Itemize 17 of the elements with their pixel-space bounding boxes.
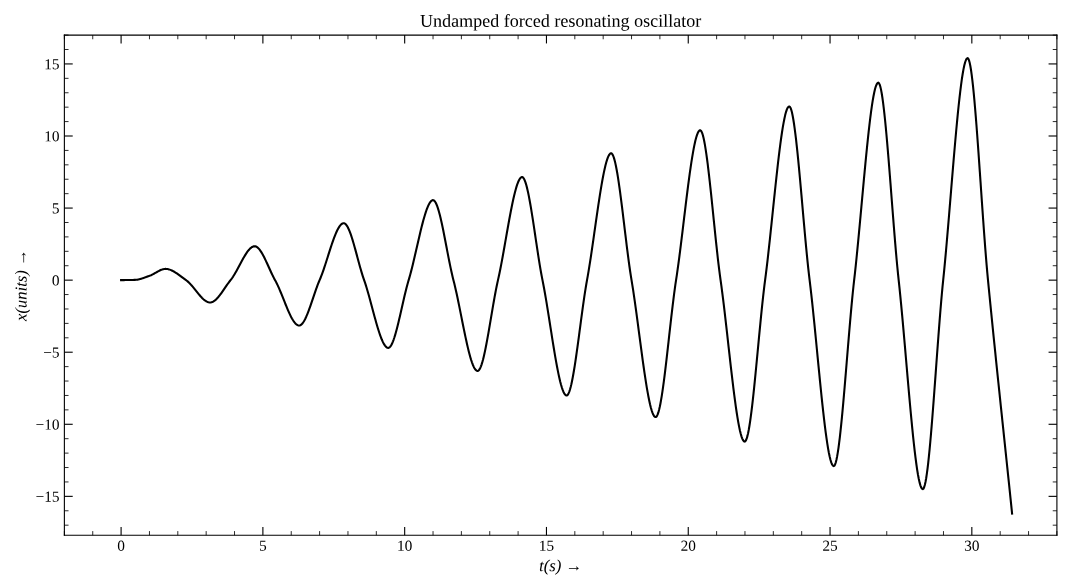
x-tick-label: 5	[259, 540, 267, 551]
y-tick-label: 15	[45, 59, 59, 70]
y-tick-label: 5	[52, 203, 59, 214]
y-tick-label: 10	[45, 131, 59, 142]
x-axis-title: t(s) →	[539, 559, 579, 575]
y-axis-title: x(units) →	[14, 252, 31, 322]
x-tick-label: 10	[398, 540, 412, 551]
y-tick-label: 0	[52, 275, 59, 286]
y-tick-label: −10	[36, 419, 59, 430]
x-tick-label: 25	[823, 540, 838, 551]
chart-title: Undamped forced resonating oscillator	[420, 14, 702, 31]
x-tick-label: 0	[117, 540, 125, 551]
x-tick-label: 15	[540, 540, 554, 551]
y-tick-label: −5	[44, 347, 59, 358]
x-tick-label: 20	[681, 540, 696, 551]
y-tick-label: −15	[36, 491, 59, 502]
x-tick-label: 30	[964, 540, 979, 551]
